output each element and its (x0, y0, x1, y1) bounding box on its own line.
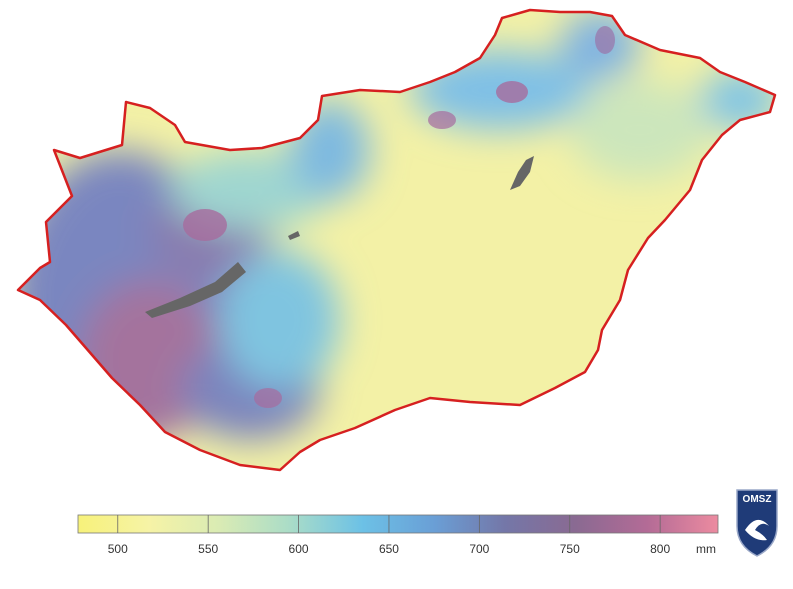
lake-velence (288, 231, 300, 240)
lake-balaton (145, 262, 246, 318)
colorbar-tick-label: 550 (198, 542, 218, 556)
colorbar-tick-label: 650 (379, 542, 399, 556)
precipitation-field (18, 10, 775, 470)
omsz-logo: OMSZ (736, 489, 778, 557)
country-border (16, 8, 777, 472)
colorbar: 500 550 600 650 700 750 800 mm (77, 514, 719, 556)
colorbar-ramp (77, 514, 719, 534)
colorbar-tick-label: 750 (560, 542, 580, 556)
lake-tisza (510, 156, 534, 190)
colorbar-tick-label: 600 (289, 542, 309, 556)
colorbar-tick-label: 500 (108, 542, 128, 556)
colorbar-unit: mm (696, 542, 716, 556)
logo-text: OMSZ (743, 494, 772, 505)
colorbar-tick-label: 700 (469, 542, 489, 556)
colorbar-tick-label: 800 (650, 542, 670, 556)
logo-emblem (745, 519, 769, 541)
